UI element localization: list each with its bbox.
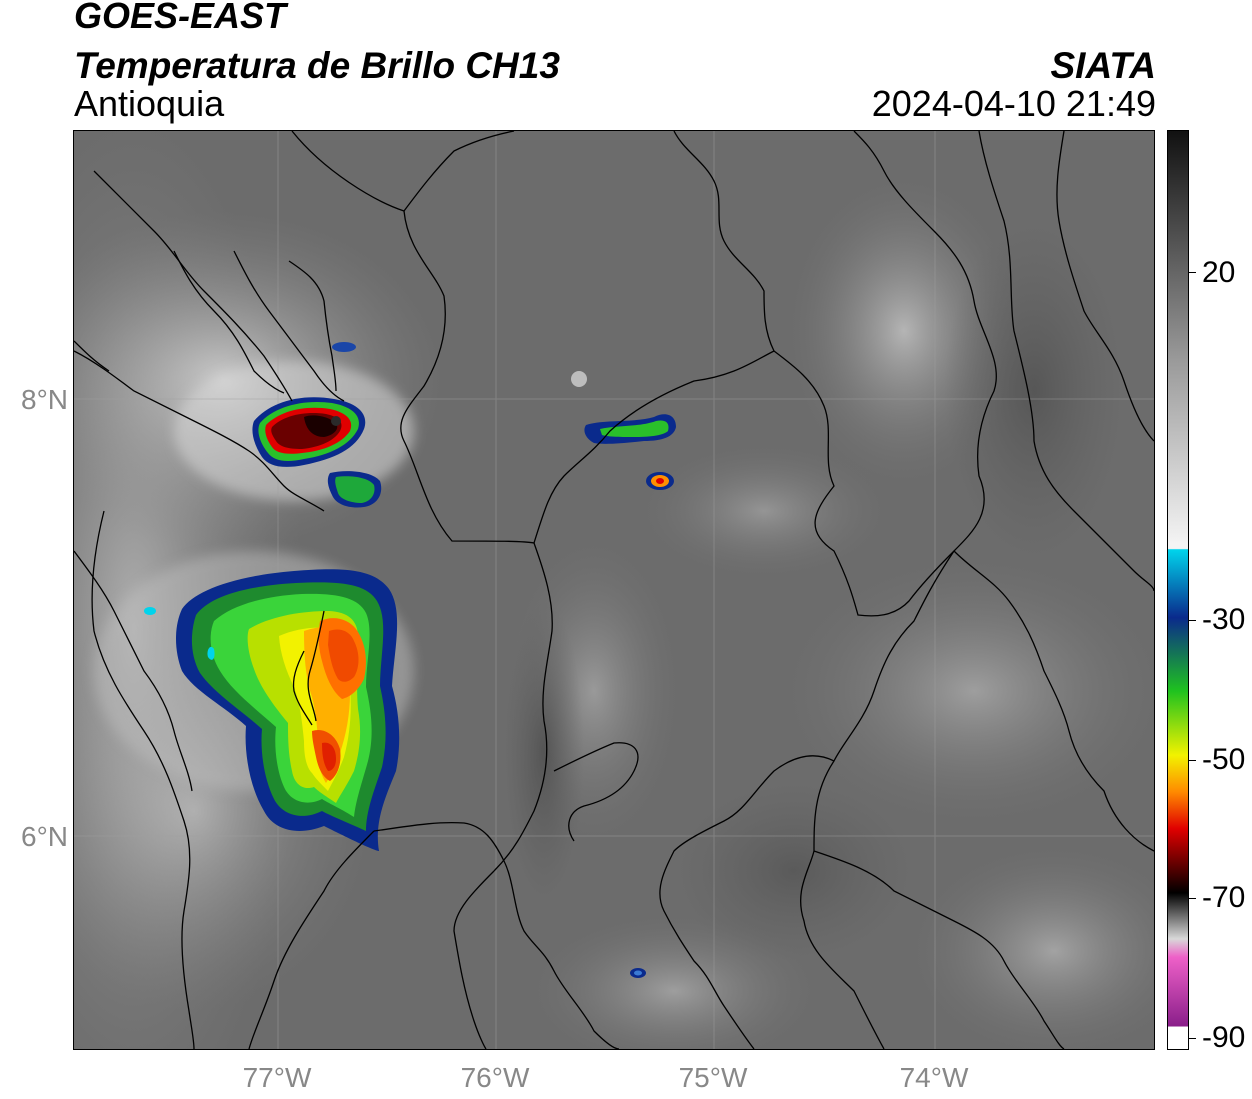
lon-label-76w: 76°W	[460, 1062, 530, 1093]
colorbar-label-20: 20	[1202, 256, 1236, 289]
colorbar-label-minus70: -70	[1202, 881, 1246, 914]
organization-label: SIATA	[1050, 45, 1156, 86]
storm-cell-central	[571, 371, 676, 978]
lon-label-75w: 75°W	[678, 1062, 748, 1093]
map-panel[interactable]	[73, 130, 1155, 1050]
lon-label-74w: 74°W	[899, 1062, 969, 1093]
product-title: Temperatura de Brillo CH13	[74, 45, 560, 86]
colorbar-tick	[1189, 272, 1196, 273]
lon-label-77w: 77°W	[242, 1062, 312, 1093]
region-label: Antioquia	[74, 83, 225, 124]
map-gridlines	[74, 131, 1154, 1049]
colorbar-label-minus50: -50	[1202, 743, 1246, 776]
colorbar-label-minus90: -90	[1202, 1021, 1246, 1054]
datetime-label: 2024-04-10 21:49	[871, 83, 1156, 124]
satellite-image	[74, 131, 1154, 1049]
colorbar-tick	[1189, 760, 1196, 761]
satellite-title: GOES-EAST	[74, 0, 287, 36]
colorbar-tick	[1189, 898, 1196, 899]
lat-label-8n: 8°N	[21, 384, 68, 415]
colorbar-tick	[1189, 1038, 1196, 1039]
colorbar-label-minus30: -30	[1202, 603, 1246, 636]
political-boundaries	[74, 131, 1154, 1049]
lat-label-6n: 6°N	[21, 821, 68, 852]
colorbar	[1167, 130, 1189, 1050]
storm-cell-northwest	[252, 342, 382, 508]
colorbar-tick	[1189, 620, 1196, 621]
storm-cell-southwest	[144, 569, 400, 851]
